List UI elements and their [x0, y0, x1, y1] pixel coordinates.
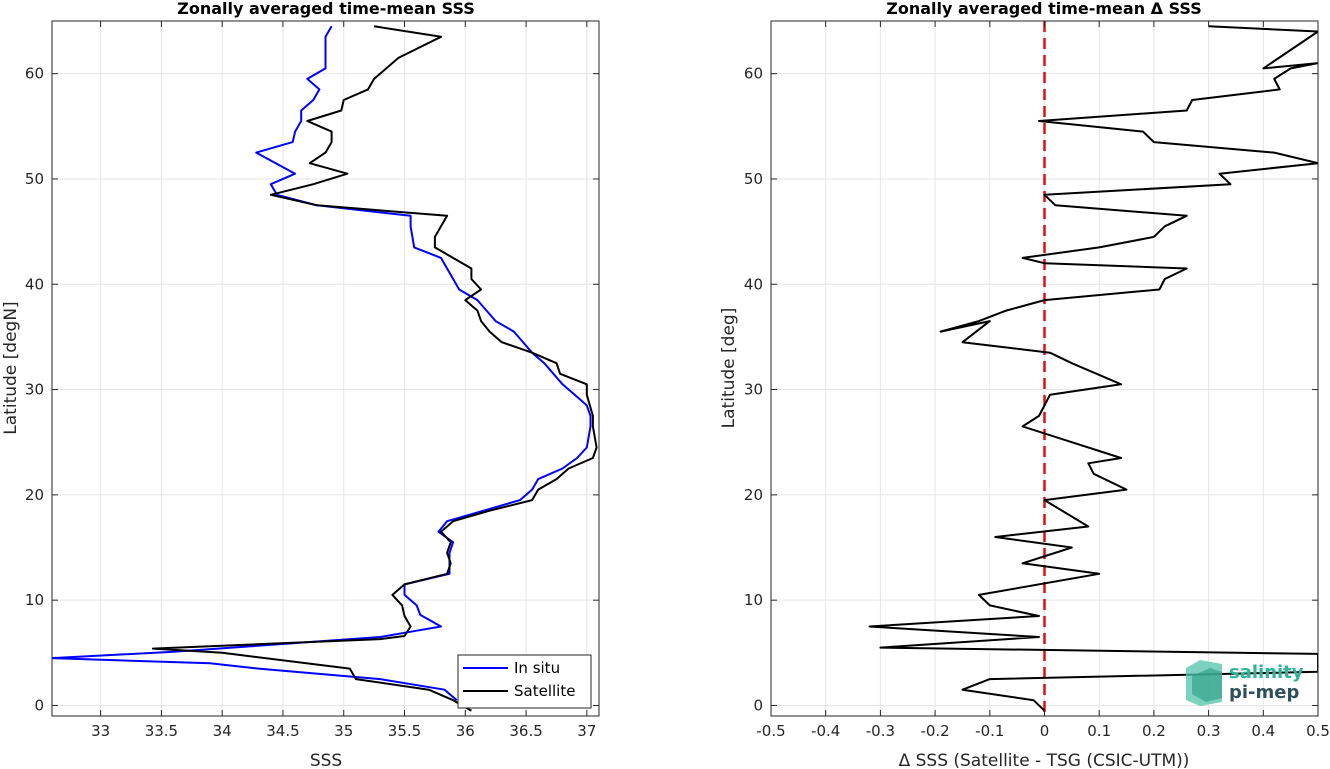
delta-sss-panel: -0.5 -0.4 -0.3 -0.2 -0.1 0 0.1 0.2 0.3 0.4 0.5 0 10 2… — [719, 0, 1330, 769]
sss-series-satellite — [151, 25, 598, 712]
logo-line2: pi-mep — [1229, 682, 1299, 703]
sss-xtick-label: 36.5 — [509, 722, 542, 740]
salinity-pi-mep-logo: salinity pi-mep — [1186, 660, 1304, 706]
delta-ytick-label: 40 — [744, 275, 763, 293]
delta-xtick-label: 0.2 — [1142, 722, 1166, 740]
delta-xtick-label: 0 — [1040, 722, 1050, 740]
delta-xlabel: Δ SSS (Satellite - TSG (CSIC-UTM)) — [899, 751, 1190, 769]
sss-xtick-label: 37 — [577, 722, 596, 740]
delta-xtick-label: 0.3 — [1197, 722, 1221, 740]
sss-ticks: 33 33.5 34 34.5 35 35.5 36 36.5 37 0 10 20 30 40 50 60 — [25, 21, 599, 740]
delta-ylabel: Latitude [deg] — [719, 308, 739, 429]
sss-xtick-label: 35 — [334, 722, 353, 740]
delta-ytick-label: 30 — [744, 381, 763, 399]
delta-series-delta — [868, 25, 1318, 712]
logo-line1: salinity — [1229, 662, 1304, 683]
sss-ytick-label: 50 — [25, 170, 44, 188]
delta-xtick-label: -0.2 — [920, 722, 949, 740]
sss-ytick-label: 30 — [25, 381, 44, 399]
delta-xtick-label: -0.5 — [756, 722, 785, 740]
sss-grid — [52, 21, 599, 716]
sss-panel: 33 33.5 34 34.5 35 35.5 36 36.5 370102030405060 … — [1, 0, 600, 769]
sss-xtick-label: 33.5 — [145, 722, 178, 740]
sss-ytick-label: 60 — [25, 65, 44, 83]
sss-ytick-label: 20 — [25, 486, 44, 504]
logo-waves-shade-icon — [1192, 668, 1222, 702]
sss-axes-box — [51, 20, 600, 717]
sss-xtick-label: 33 — [91, 722, 110, 740]
sss-series-group — [52, 25, 598, 712]
delta-title: Zonally averaged time-mean Δ SSS — [886, 0, 1202, 18]
sss-ylabel: Latitude [degN] — [1, 301, 21, 434]
delta-ytick-label: 50 — [744, 170, 763, 188]
sss-ytick-label: 10 — [25, 591, 44, 609]
delta-ytick-label: 20 — [744, 486, 763, 504]
delta-xtick-label: -0.3 — [866, 722, 895, 740]
legend: In situ Satellite — [457, 654, 592, 709]
delta-xtick-label: -0.4 — [811, 722, 840, 740]
delta-xtick-label: -0.1 — [975, 722, 1004, 740]
delta-ytick-label: 10 — [744, 591, 763, 609]
sss-xtick-label: 34 — [213, 722, 232, 740]
delta-lines — [868, 21, 1318, 716]
sss-lines — [52, 25, 598, 712]
sss-xlabel: SSS — [310, 751, 342, 769]
sss-ytick-label: 40 — [25, 275, 44, 293]
sss-xtick-label: 35.5 — [388, 722, 421, 740]
legend-label-satellite: Satellite — [514, 682, 575, 700]
sss-plot-area — [52, 21, 599, 716]
sss-ytick-label: 0 — [34, 696, 44, 714]
delta-ytick-label: 0 — [753, 696, 763, 714]
delta-xtick-label: 0.4 — [1251, 722, 1275, 740]
sss-xtick-label: 36 — [456, 722, 475, 740]
delta-ytick-label: 60 — [744, 65, 763, 83]
delta-xtick-label: 0.5 — [1306, 722, 1330, 740]
legend-box — [457, 654, 592, 709]
sss-xtick-label: 34.5 — [266, 722, 299, 740]
delta-ticks: -0.5 -0.4 -0.3 -0.2 -0.1 0 0.1 0.2 0.3 0.4 0.5 0 10 2… — [744, 21, 1330, 740]
delta-series-group — [868, 21, 1318, 716]
sss-title: Zonally averaged time-mean SSS — [177, 0, 475, 18]
delta-xtick-label: 0.1 — [1087, 722, 1111, 740]
sss-series-in-situ — [52, 25, 592, 701]
legend-label-in-situ: In situ — [514, 659, 560, 677]
